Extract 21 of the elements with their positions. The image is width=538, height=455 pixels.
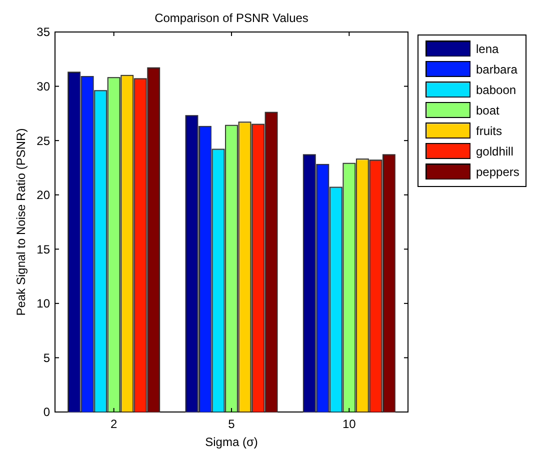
y-tick-label: 10: [36, 296, 50, 311]
y-tick-label: 35: [36, 25, 50, 40]
legend-label: lena: [476, 42, 500, 56]
y-axis-title: Peak Signal to Noise Ratio (PSNR): [14, 128, 28, 316]
legend-label: fruits: [476, 124, 502, 138]
x-tick-label: 10: [342, 417, 356, 431]
y-tick-label: 15: [36, 242, 50, 256]
y-tick-label: 0: [43, 405, 50, 420]
legend-label: boat: [476, 104, 500, 118]
x-tick-label: 5: [228, 417, 236, 431]
x-axis-title: Sigma (σ): [205, 435, 258, 449]
x-tick-label: 2: [110, 417, 118, 431]
y-tick-label: 30: [36, 79, 50, 94]
legend-label: peppers: [476, 165, 520, 180]
chart-title: Comparison of PSNR Values: [154, 11, 308, 25]
legend-label: barbara: [476, 62, 518, 77]
y-tick-label: 25: [36, 134, 50, 148]
y-tick-label: 20: [36, 188, 50, 202]
y-tick-label: 5: [43, 350, 50, 365]
legend-label: baboon: [476, 83, 516, 98]
legend-label: goldhill: [476, 144, 514, 159]
